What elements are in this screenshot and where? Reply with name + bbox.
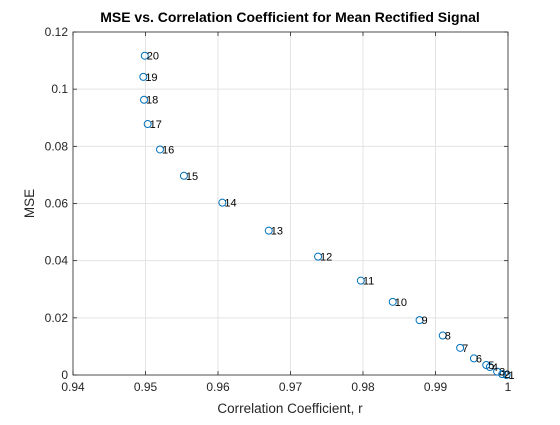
y-tick-label: 0.12 <box>45 25 69 39</box>
data-point <box>482 360 491 369</box>
data-point <box>156 145 164 154</box>
data-point-label: 18 <box>146 95 158 107</box>
x-tick-label: 0.97 <box>279 380 303 394</box>
data-point-label: 17 <box>150 119 162 131</box>
data-point-label: 16 <box>162 144 174 156</box>
data-point-label: 4 <box>492 362 498 374</box>
data-point-label: 6 <box>476 353 482 365</box>
data-point-label: 2 <box>504 369 510 381</box>
y-axis-label: MSE <box>22 189 37 218</box>
data-point-label: 8 <box>445 331 451 343</box>
data-point <box>498 370 507 379</box>
data-point-label: 11 <box>363 276 374 288</box>
ticks: 0.94 0.95 0.96 0.97 0.98 0.99 100.020.040.060.… <box>45 25 512 394</box>
data-point-label: 13 <box>271 226 283 238</box>
data-point <box>140 51 149 60</box>
chart-title: MSE vs. Correlation Coefficient for Mean… <box>100 9 480 25</box>
data-point <box>502 371 511 379</box>
x-tick-label: 0.96 <box>206 380 230 394</box>
data-point-label: 19 <box>145 72 157 84</box>
y-tick-label: 0 <box>61 368 68 382</box>
data-point-label: 7 <box>462 343 468 355</box>
data-point <box>388 297 397 306</box>
data-point-label: 15 <box>186 171 198 183</box>
x-tick-label: 1 <box>505 380 512 394</box>
data-point <box>356 276 365 285</box>
data-point <box>264 226 273 235</box>
y-tick-label: 0.1 <box>51 82 68 96</box>
data-point <box>493 367 502 376</box>
data-point-label: 14 <box>224 198 236 210</box>
data-point <box>314 252 323 261</box>
y-tick-label: 0.08 <box>45 139 69 153</box>
data-point <box>415 316 424 325</box>
data-point-label: 3 <box>499 367 505 379</box>
x-tick-label: 0.95 <box>134 380 158 394</box>
data-point-label: 10 <box>395 297 407 309</box>
data-point <box>143 120 152 129</box>
data-point <box>140 95 149 104</box>
x-tick-label: 0.98 <box>351 380 375 394</box>
y-tick-label: 0.02 <box>45 311 69 325</box>
data-point-label: 5 <box>488 360 494 372</box>
data-point-label: 9 <box>422 315 428 327</box>
data-point-label: 20 <box>147 51 159 63</box>
data-point <box>469 354 478 363</box>
data-point <box>179 171 188 180</box>
data-point <box>438 331 447 340</box>
x-tick-label: 0.94 <box>61 380 85 394</box>
x-tick-label: 0.99 <box>424 380 448 394</box>
data-point <box>139 72 148 81</box>
data-point-label: 12 <box>320 252 332 264</box>
y-tick-label: 0.06 <box>45 197 69 211</box>
x-axis-label: Correlation Coefficient, r <box>217 401 363 416</box>
data-point-label: 1 <box>509 370 515 382</box>
data-point <box>218 198 227 207</box>
data-point <box>456 343 465 352</box>
y-tick-label: 0.04 <box>45 254 69 268</box>
